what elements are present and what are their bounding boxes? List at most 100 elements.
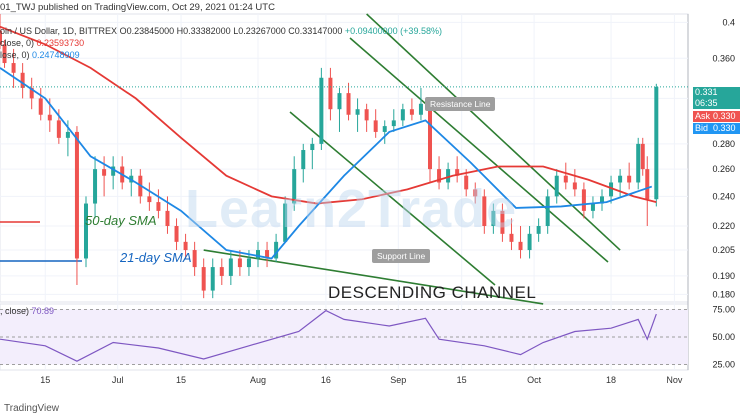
candle-body	[581, 189, 586, 211]
sma21-legend-label: lose, 0)	[0, 50, 30, 60]
candle-body	[645, 169, 650, 200]
candle-body	[20, 72, 25, 88]
sma50-label: 50-day SMA	[85, 213, 157, 228]
candle-body	[84, 203, 88, 259]
ask-price-badge: 0.330	[711, 111, 740, 122]
candle-body	[29, 87, 34, 99]
sma50-legend-value: 0.23593730	[36, 38, 85, 48]
candle-body	[346, 93, 351, 115]
rsi-tick-label: 75.00	[712, 305, 735, 315]
candle-body	[265, 250, 270, 259]
high-value: H0.33382000	[176, 26, 231, 36]
candle-body	[328, 77, 333, 110]
candle-body	[283, 203, 288, 242]
time-tick-label: 15	[40, 375, 50, 385]
candle-body	[364, 109, 369, 121]
candle-body	[192, 250, 197, 268]
candle-body	[536, 226, 541, 234]
candle-body	[228, 258, 233, 276]
candle-body	[56, 120, 61, 138]
candle-body	[400, 109, 405, 121]
resistance-line-callout: Resistance Line	[425, 97, 496, 111]
sma50-line	[0, 25, 657, 205]
candle-body	[38, 98, 43, 115]
rsi-tick-label: 25.00	[712, 360, 735, 370]
candle-body	[391, 120, 396, 127]
rsi-line	[0, 309, 657, 362]
candle-body	[373, 120, 378, 132]
candle-body	[491, 210, 496, 227]
candle-body	[47, 114, 52, 121]
price-tick-label: 0.205	[712, 245, 735, 255]
sma21-legend: lose, 0) 0.24748909	[0, 50, 80, 60]
candle-body	[274, 241, 279, 259]
candle-body	[636, 143, 641, 183]
price-tick-label: 0.180	[712, 289, 735, 299]
candle-body	[600, 196, 604, 204]
candle-body	[201, 267, 206, 291]
candle-body	[102, 169, 107, 176]
price-tick-label: 0.260	[712, 164, 735, 174]
last-price-badge: 0.331	[693, 87, 740, 98]
time-tick-label: 16	[321, 375, 331, 385]
candle-body	[337, 93, 342, 110]
price-tick-label: 0.190	[712, 271, 735, 281]
candle-body	[256, 250, 260, 259]
price-tick-label: 0.360	[712, 53, 735, 63]
ask-label-badge: Ask	[693, 111, 711, 122]
candle-body	[165, 210, 170, 227]
support-line	[366, 13, 621, 251]
candle-body	[545, 196, 550, 227]
candle-body	[355, 109, 360, 115]
candle-body	[147, 196, 152, 203]
price-tick-label: 0.280	[712, 139, 735, 149]
candle-body	[473, 189, 478, 197]
footer-brand: TradingView	[4, 403, 60, 414]
candle-body	[609, 182, 614, 197]
price-tick-label: 0.4	[722, 17, 735, 27]
candle-body	[319, 77, 324, 144]
candle-body	[455, 169, 460, 176]
candle-body	[93, 169, 98, 204]
sma21-line	[0, 67, 653, 260]
candle-body	[292, 169, 297, 204]
countdown-badge: 06:35	[693, 98, 740, 109]
candle-body	[111, 166, 116, 176]
candle-body	[219, 267, 224, 276]
candle-body	[446, 169, 451, 183]
channel-lower-line	[289, 111, 496, 286]
price-tick-label: 0.220	[712, 221, 735, 231]
time-tick-label: 15	[176, 375, 186, 385]
candle-body	[0, 31, 2, 45]
candle-body	[183, 241, 188, 251]
descending-channel-label: DESCENDING CHANNEL	[328, 283, 537, 302]
open-value: O0.23845000	[119, 26, 175, 36]
candle-body	[65, 131, 70, 138]
rsi-tick-label: 50.00	[712, 332, 735, 342]
candle-body	[301, 150, 306, 170]
candle-body	[527, 233, 532, 251]
price-tick-label: 0.240	[712, 191, 735, 201]
candle-body	[590, 203, 595, 211]
candle-body	[428, 103, 432, 170]
candle-body	[518, 241, 523, 251]
candle-body	[210, 267, 215, 291]
candle-body	[618, 175, 623, 183]
candle-body	[74, 131, 79, 259]
bid-price-badge: 0.330	[711, 123, 740, 134]
candle-body	[2, 44, 7, 64]
channel-upper-line	[349, 37, 609, 263]
time-tick-label: Jul	[112, 375, 124, 385]
sma50-legend-label: close, 0)	[0, 38, 35, 48]
candle-body	[627, 175, 632, 183]
candle-body	[509, 233, 514, 242]
sma21-label: 21-day SMA	[120, 250, 192, 265]
support-line-callout: Support Line	[372, 249, 431, 263]
publisher-header: 01_TWJ published on TradingView.com, Oct…	[0, 0, 740, 14]
symbol-name: oin / US Dollar, 1D, BITTREX	[0, 26, 118, 36]
sma50-legend: close, 0) 0.23593730	[0, 38, 84, 48]
time-tick-label: 18	[606, 375, 616, 385]
candle-body	[156, 202, 161, 211]
low-value: L0.23267000	[233, 26, 286, 36]
